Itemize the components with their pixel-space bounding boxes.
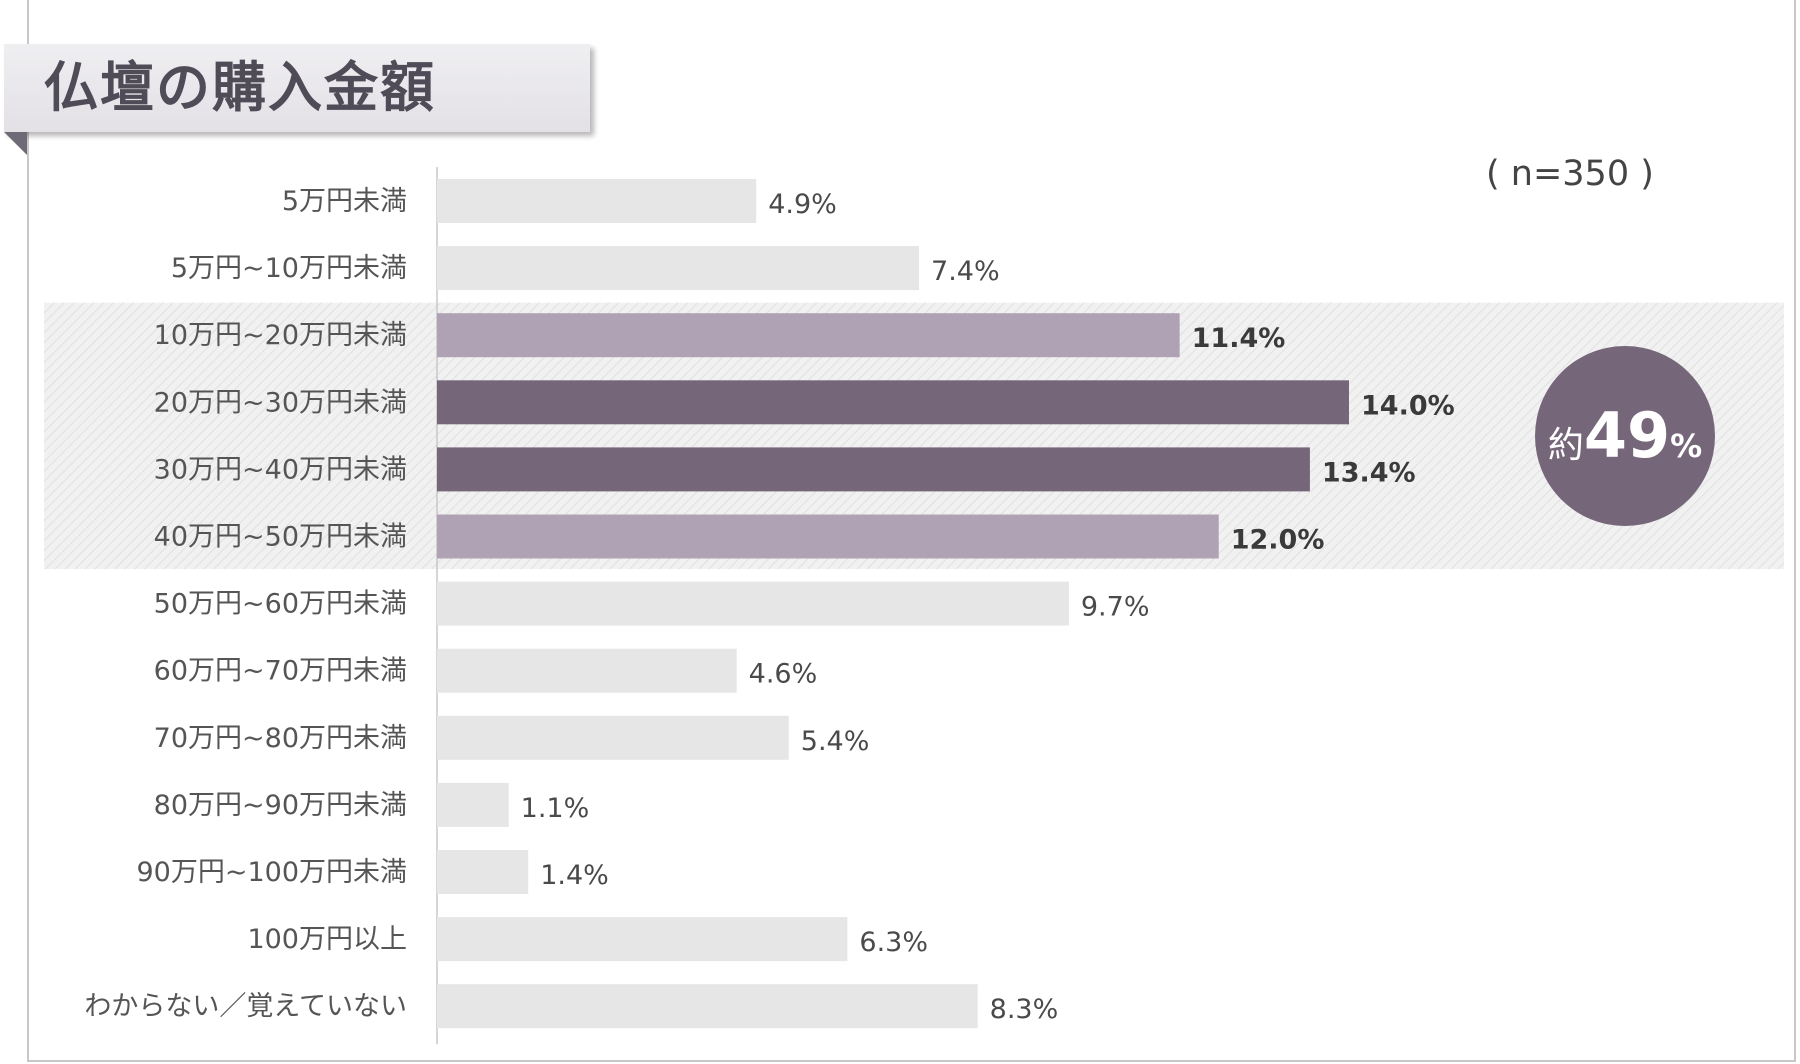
- chart-title: 仏壇の購入金額: [44, 56, 436, 119]
- title-ribbon: [4, 44, 590, 132]
- category-label: 50万円~60万円未満: [154, 589, 407, 620]
- bar: [437, 917, 848, 962]
- category-label: 60万円~70万円未満: [154, 656, 407, 687]
- category-label: 40万円~50万円未満: [154, 522, 407, 553]
- value-label: 1.4%: [540, 860, 609, 891]
- value-label: 4.6%: [749, 659, 818, 690]
- bar: [437, 514, 1219, 559]
- category-label: わからない／覚えていない: [84, 991, 407, 1022]
- value-label: 7.4%: [931, 256, 1000, 287]
- bar: [437, 447, 1310, 492]
- value-label: 12.0%: [1231, 525, 1325, 556]
- highlight-total-prefix: 約: [1547, 425, 1584, 466]
- value-label: 6.3%: [859, 927, 928, 958]
- bar: [437, 715, 789, 760]
- bar: [437, 850, 529, 894]
- bar: [437, 782, 509, 827]
- value-label: 5.4%: [801, 726, 870, 757]
- value-label: 14.0%: [1361, 390, 1455, 421]
- category-label: 5万円未満: [282, 186, 407, 217]
- category-label: 5万円~10万円未満: [171, 253, 407, 284]
- category-label: 90万円~100万円未満: [136, 857, 407, 888]
- category-label: 20万円~30万円未満: [154, 387, 407, 418]
- category-label: 100万円以上: [247, 924, 407, 955]
- bar: [437, 380, 1349, 425]
- bar: [437, 246, 920, 291]
- bar: [437, 648, 737, 693]
- category-label: 30万円~40万円未満: [154, 454, 407, 485]
- value-label: 1.1%: [521, 793, 590, 824]
- category-label: 70万円~80万円未満: [154, 723, 407, 754]
- highlight-total-badge: 約49%: [1535, 346, 1715, 526]
- bar: [437, 581, 1069, 626]
- value-label: 11.4%: [1192, 323, 1286, 354]
- bar: [437, 179, 757, 223]
- value-label: 8.3%: [990, 994, 1059, 1025]
- highlight-total-unit: %: [1670, 427, 1703, 465]
- bar: [437, 313, 1180, 358]
- category-label: 10万円~20万円未満: [154, 320, 407, 351]
- category-label: 80万円~90万円未満: [154, 790, 407, 821]
- value-label: 13.4%: [1322, 457, 1416, 488]
- highlight-total-value: 49: [1583, 399, 1671, 472]
- value-label: 9.7%: [1081, 592, 1150, 623]
- value-label: 4.9%: [768, 189, 837, 220]
- bar: [437, 984, 978, 1029]
- title-ribbon-fold: [4, 132, 27, 155]
- sample-size-label: ( n=350 ): [1486, 154, 1654, 194]
